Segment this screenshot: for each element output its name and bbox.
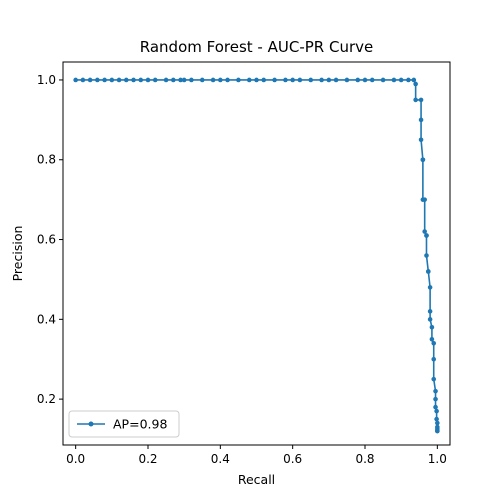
- data-point: [435, 420, 440, 426]
- data-point: [152, 77, 158, 83]
- data-point: [189, 77, 194, 83]
- data-point: [109, 77, 115, 83]
- data-point: [145, 77, 151, 83]
- data-point: [308, 77, 314, 83]
- data-point: [131, 77, 136, 83]
- data-point: [427, 285, 433, 290]
- data-point: [425, 269, 431, 274]
- data-point: [218, 77, 223, 83]
- data-point: [429, 336, 435, 342]
- data-point: [87, 77, 93, 83]
- data-point: [73, 77, 78, 83]
- data-point: [411, 77, 417, 83]
- y-axis-ticks: 0.2 0.4 0.6 0.8 1.0: [37, 73, 63, 406]
- data-point: [391, 77, 397, 83]
- y-axis-label: Precision: [10, 226, 25, 282]
- data-point: [225, 77, 230, 83]
- data-point: [116, 77, 122, 83]
- data-point: [283, 77, 288, 83]
- data-point: [424, 233, 429, 238]
- data-point: [344, 77, 350, 83]
- data-point: [434, 408, 439, 414]
- data-point: [236, 77, 241, 83]
- data-point: [418, 137, 424, 143]
- data-point: [80, 77, 86, 83]
- data-point: [297, 77, 303, 83]
- data-point: [181, 77, 187, 83]
- data-point: [210, 77, 216, 83]
- legend-label: AP=0.98: [113, 417, 167, 432]
- data-point: [422, 197, 427, 202]
- data-point: [123, 77, 129, 83]
- data-point: [254, 77, 259, 83]
- data-point: [406, 77, 411, 83]
- y-tick-label: 0.4: [37, 312, 56, 326]
- data-point: [355, 77, 361, 83]
- data-point: [433, 388, 438, 394]
- x-tick-label: 0.6: [283, 452, 302, 466]
- x-tick-label: 0.0: [66, 452, 85, 466]
- data-point: [261, 77, 267, 83]
- data-point: [326, 77, 332, 83]
- y-tick-label: 1.0: [37, 73, 56, 87]
- data-point: [95, 77, 100, 83]
- data-point: [418, 117, 424, 123]
- data-point: [380, 77, 386, 83]
- data-point: [413, 97, 418, 103]
- data-point: [420, 157, 426, 163]
- data-point: [246, 77, 252, 83]
- chart-title: Random Forest - AUC-PR Curve: [140, 38, 373, 56]
- x-tick-label: 0.4: [211, 452, 230, 466]
- data-point: [429, 325, 435, 330]
- data-point: [431, 340, 437, 346]
- data-point: [435, 428, 440, 434]
- data-point: [290, 77, 295, 83]
- data-point: [413, 81, 418, 87]
- x-axis-label: Recall: [238, 472, 275, 487]
- data-point: [163, 77, 169, 83]
- data-point: [434, 416, 439, 422]
- y-tick-label: 0.8: [37, 153, 56, 167]
- x-tick-label: 1.0: [428, 452, 447, 466]
- data-point: [433, 404, 438, 410]
- data-point: [171, 77, 176, 83]
- y-tick-label: 0.2: [37, 392, 56, 406]
- data-point: [102, 77, 107, 83]
- legend: AP=0.98: [68, 410, 180, 438]
- data-point: [369, 77, 375, 83]
- data-point: [431, 356, 437, 362]
- legend-marker: [88, 421, 94, 427]
- data-point: [433, 396, 438, 402]
- data-point: [431, 376, 437, 382]
- data-point: [319, 77, 324, 83]
- data-point: [418, 97, 424, 103]
- legend-box: [68, 410, 180, 438]
- x-axis-ticks: 0.0 0.2 0.4 0.6 0.8 1.0: [66, 445, 447, 466]
- data-point: [398, 77, 404, 83]
- x-tick-label: 0.2: [138, 452, 157, 466]
- series-layer: [73, 77, 440, 434]
- data-point: [272, 77, 277, 83]
- y-tick-label: 0.6: [37, 233, 56, 247]
- data-point: [138, 77, 144, 83]
- data-point: [199, 77, 205, 83]
- data-point: [427, 317, 433, 322]
- data-point: [422, 229, 427, 234]
- data-point: [362, 77, 368, 83]
- x-tick-label: 0.8: [355, 452, 374, 466]
- data-point: [178, 77, 183, 83]
- data-point: [424, 253, 429, 258]
- axes-frame: [62, 61, 451, 446]
- data-point: [333, 77, 339, 83]
- data-point: [427, 309, 433, 314]
